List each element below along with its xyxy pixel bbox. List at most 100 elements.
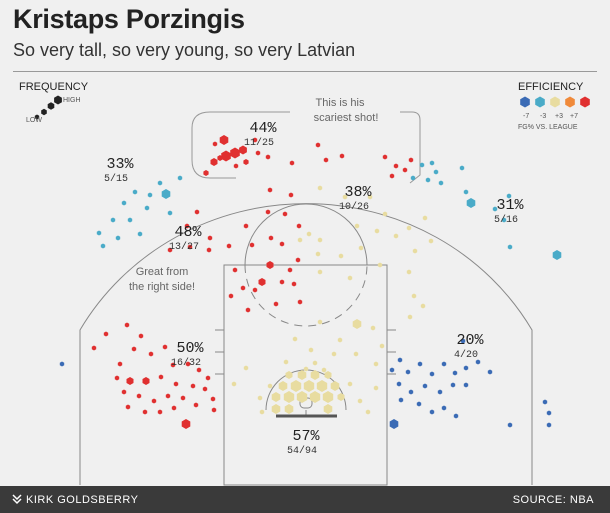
shot-hex (142, 409, 148, 415)
shot-hex (207, 235, 213, 241)
shot-hex (321, 367, 327, 373)
shot-hex (352, 319, 362, 329)
shot-hex (405, 369, 411, 375)
logo-icon (12, 494, 22, 505)
shot-hex (324, 371, 332, 379)
shot-hex (259, 409, 265, 415)
shot-hex (181, 419, 191, 429)
efficiency-legend-title: EFFICIENCY (518, 81, 584, 93)
shot-hex (245, 307, 251, 313)
shot-hex (546, 422, 552, 428)
shot-hex (507, 244, 513, 250)
chart-title: Kristaps Porzingis (13, 4, 245, 34)
shot-hex (309, 391, 321, 403)
zone-pct-label: 50% (176, 340, 204, 357)
shot-hex (425, 177, 431, 183)
shot-hex (203, 170, 209, 176)
shot-hex (252, 287, 258, 293)
zone-count-label: 10/26 (339, 201, 369, 213)
shot-hex (330, 381, 340, 391)
shot-hex (389, 367, 395, 373)
zone-pct-label: 33% (106, 156, 134, 173)
shot-hex (295, 257, 301, 263)
shot-hex (282, 211, 288, 217)
shot-hex (170, 362, 176, 368)
shot-hex (322, 391, 334, 403)
shot-hex (429, 371, 435, 377)
frequency-legend-hex (34, 114, 40, 120)
shot-hex (142, 377, 150, 385)
zone-count-label: 4/20 (454, 349, 478, 361)
frequency-legend-hex (41, 108, 47, 116)
shot-hex (452, 370, 458, 376)
shot-hex (365, 409, 371, 415)
shot-hex (167, 247, 173, 253)
shot-hex (265, 154, 271, 160)
shot-hex (437, 389, 443, 395)
shot-hex (210, 396, 216, 402)
efficiency-legend-hex (550, 96, 560, 108)
annotation-scariest-line2: scariest shot! (314, 112, 379, 124)
shot-hex (177, 175, 183, 181)
annotation-right-side: Great from the right side! (129, 266, 195, 293)
shot-hex (96, 230, 102, 236)
shot-hex (396, 381, 402, 387)
shot-hex (285, 371, 293, 379)
shot-hex (422, 215, 428, 221)
shot-hex (292, 336, 298, 342)
footer-source: SOURCE: NBA (512, 494, 594, 506)
shot-hex (546, 410, 552, 416)
annotation-right-side-line2: the right side! (129, 281, 195, 293)
shot-hex (501, 217, 507, 223)
zone-pct-label: 48% (174, 224, 202, 241)
shot-hex (506, 193, 512, 199)
shot-hex (100, 243, 106, 249)
shot-hex (266, 261, 274, 269)
shot-hex (271, 404, 281, 414)
shot-hex (323, 157, 329, 163)
shot-hex (389, 419, 399, 429)
shot-hex (377, 262, 383, 268)
shot-hex (382, 211, 388, 217)
shot-hex (428, 238, 434, 244)
shot-hex (184, 223, 190, 229)
chart-subtitle: So very tall, so very young, so very Lat… (13, 40, 356, 60)
shot-hex (287, 267, 293, 273)
shot-hex (206, 247, 212, 253)
shot-hex (243, 223, 249, 229)
shot-hex (171, 405, 177, 411)
shot-hex (317, 319, 323, 325)
shot-hex (157, 180, 163, 186)
shot-hex (258, 278, 266, 286)
shot-hex (416, 401, 422, 407)
shot-hex (420, 303, 426, 309)
zone-count-label: 16/32 (171, 357, 201, 369)
shot-hex (417, 361, 423, 367)
shot-hex (441, 361, 447, 367)
efficiency-legend-hex (580, 96, 590, 108)
shot-hex (194, 209, 200, 215)
shot-hex (217, 155, 223, 161)
shot-hexagons (59, 135, 562, 429)
shot-hex (267, 383, 273, 389)
shot-hex (466, 198, 476, 208)
annotation-scariest-line1: This is his (316, 97, 365, 109)
lane-ticks (215, 329, 396, 375)
shot-hex (450, 382, 456, 388)
shot-hex (542, 399, 548, 405)
shot-hex (230, 147, 240, 159)
shot-hex (429, 409, 435, 415)
shot-hex (463, 382, 469, 388)
efficiency-scale-high: +7 (570, 113, 578, 120)
shot-hex (406, 269, 412, 275)
shot-hex (167, 210, 173, 216)
frequency-legend-hex (47, 102, 55, 110)
footer: KIRK GOLDSBERRY SOURCE: NBA (0, 486, 610, 513)
shot-hex (190, 383, 196, 389)
shot-hex (211, 407, 217, 413)
shot-hex (406, 225, 412, 231)
zone-count-label: 5/15 (104, 173, 128, 185)
shot-hex (337, 337, 343, 343)
shot-hex (273, 301, 279, 307)
shot-hex (353, 351, 359, 357)
